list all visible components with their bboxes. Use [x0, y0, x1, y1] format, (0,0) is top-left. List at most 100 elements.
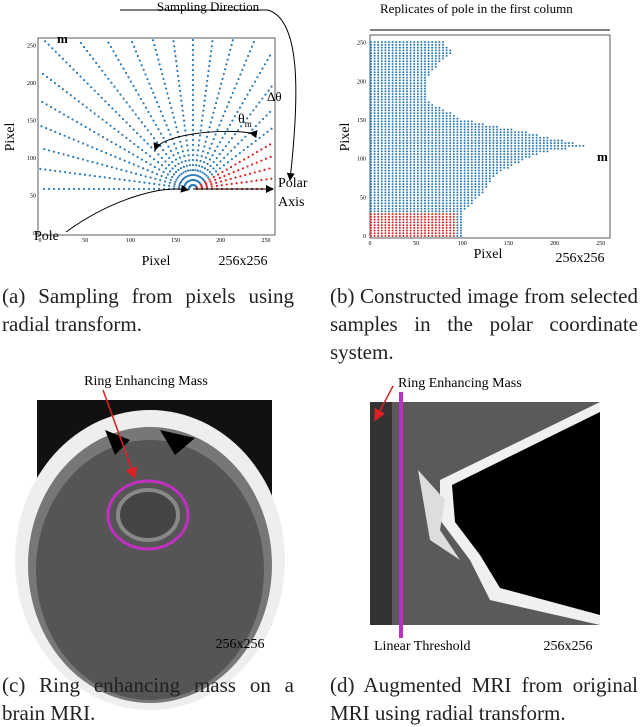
- sample-dot: [388, 229, 390, 232]
- sample-dot: [370, 106, 372, 109]
- sample-dot: [388, 215, 390, 218]
- label: θ: [238, 112, 245, 127]
- sample-dot: [388, 87, 390, 90]
- sample-dot: [406, 207, 408, 210]
- sample-dot: [413, 123, 416, 126]
- sample-dot: [438, 185, 441, 188]
- sample-dot: [514, 153, 516, 156]
- sample-dot: [409, 147, 412, 150]
- sample-dot: [409, 87, 412, 90]
- sample-dot: [409, 101, 412, 104]
- sample-dot: [377, 158, 380, 161]
- sample-dot: [431, 161, 434, 164]
- sample-dot: [402, 180, 405, 183]
- sample-dot: [460, 224, 462, 227]
- sample-dot: [243, 64, 246, 67]
- sample-dot: [413, 128, 416, 131]
- sample-dot: [449, 142, 452, 145]
- sample-dot: [142, 102, 145, 105]
- sample-dot: [384, 128, 387, 131]
- sample-dot: [377, 224, 380, 227]
- sample-dot: [384, 172, 387, 175]
- sample-dot: [384, 210, 387, 213]
- sample-dot: [424, 114, 426, 117]
- sample-dot: [131, 109, 134, 112]
- sample-dot: [535, 147, 538, 150]
- sample-dot: [434, 128, 437, 131]
- sample-dot: [427, 210, 430, 213]
- sample-dot: [481, 166, 484, 169]
- sample-dot: [463, 196, 466, 199]
- sample-dot: [434, 125, 437, 128]
- sample-dot: [388, 82, 390, 85]
- sample-dot: [388, 63, 390, 66]
- sample-dot: [546, 150, 549, 153]
- sample-dot: [409, 79, 412, 82]
- sample-dot: [506, 150, 509, 153]
- sample-dot: [413, 76, 416, 79]
- sample-dot: [384, 232, 387, 235]
- sample-dot: [427, 71, 430, 74]
- sample-dot: [373, 196, 376, 199]
- sample-dot: [427, 63, 430, 66]
- sample-dot: [420, 123, 423, 126]
- sample-dot: [370, 125, 372, 128]
- sample-dot: [409, 169, 412, 172]
- sample-dot: [416, 199, 419, 202]
- sample-dot: [270, 177, 273, 180]
- sample-dot: [521, 144, 524, 147]
- sample-dot: [416, 112, 419, 115]
- sample-dot: [481, 128, 484, 131]
- sample-dot: [478, 147, 480, 150]
- sample-dot: [427, 218, 430, 221]
- sample-dot: [395, 218, 398, 221]
- sample-dot: [121, 133, 124, 136]
- sample-dot: [409, 188, 412, 191]
- sample-dot: [416, 235, 419, 237]
- sample-dot: [456, 161, 459, 164]
- sample-dot: [424, 52, 426, 55]
- sample-dot: [370, 213, 372, 216]
- sample-dot: [388, 136, 390, 139]
- sample-dot: [510, 155, 513, 158]
- sample-dot: [449, 112, 452, 115]
- sample-dot: [420, 65, 423, 68]
- sample-dot: [431, 136, 434, 139]
- sample-dot: [91, 146, 94, 149]
- sample-dot: [171, 111, 174, 114]
- sample-dot: [388, 164, 390, 167]
- sample-dot: [431, 224, 434, 227]
- sample-dot: [191, 98, 195, 102]
- sample-dot: [93, 174, 96, 178]
- sample-dot: [172, 116, 175, 119]
- sample-dot: [496, 142, 498, 145]
- sample-dot: [402, 125, 405, 128]
- sample-dot: [370, 183, 372, 186]
- sample-dot: [492, 169, 495, 172]
- sample-dot: [406, 76, 408, 79]
- sample-dot: [413, 43, 416, 46]
- sample-dot: [214, 101, 218, 105]
- sample-dot: [496, 133, 498, 136]
- sample-dot: [402, 174, 405, 177]
- sample-dot: [388, 183, 390, 186]
- sample-dot: [420, 41, 423, 44]
- sample-dot: [260, 148, 263, 151]
- sample-dot: [137, 187, 141, 191]
- sample-dot: [449, 114, 452, 117]
- sample-dot: [185, 164, 188, 167]
- sample-dot: [503, 161, 506, 164]
- sample-dot: [434, 106, 437, 109]
- sample-dot: [188, 159, 191, 162]
- sample-dot: [384, 202, 387, 205]
- sample-dot: [159, 145, 162, 148]
- sample-dot: [380, 52, 383, 55]
- sample-dot: [481, 169, 484, 172]
- sample-dot: [255, 179, 258, 182]
- sample-dot: [191, 88, 195, 92]
- sample-dot: [395, 54, 398, 57]
- sample-dot: [463, 120, 466, 123]
- sample-dot: [467, 133, 470, 136]
- sample-dot: [388, 54, 390, 57]
- sample-dot: [191, 63, 195, 67]
